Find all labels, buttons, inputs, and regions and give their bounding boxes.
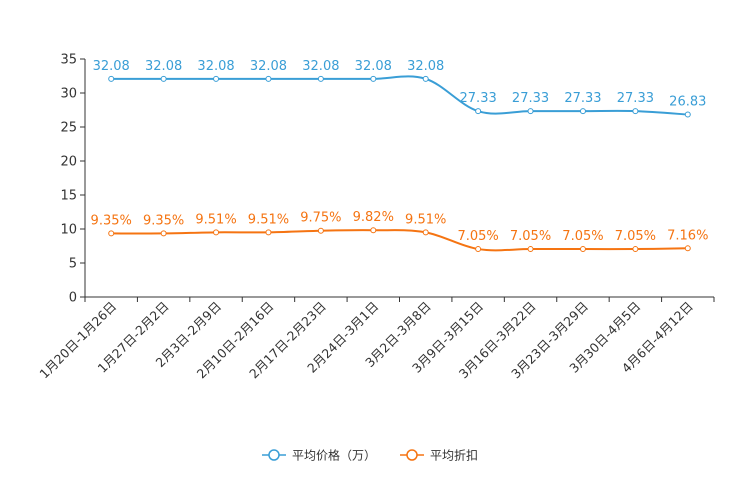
data-point[interactable]	[579, 246, 586, 253]
legend-marker-icon	[268, 449, 280, 461]
data-point[interactable]	[265, 75, 272, 82]
y-tick-label: 25	[60, 121, 77, 136]
data-label: 7.16%	[667, 228, 708, 243]
data-point[interactable]	[684, 245, 691, 252]
data-label: 7.05%	[510, 229, 551, 244]
data-point[interactable]	[475, 108, 482, 115]
y-axis: 0 5 10 15 20 25 30 35	[60, 53, 86, 306]
y-tick-label: 35	[60, 53, 77, 68]
data-point[interactable]	[213, 75, 220, 82]
data-point[interactable]	[265, 229, 272, 236]
data-point[interactable]	[317, 75, 324, 82]
data-label: 32.08	[355, 59, 392, 74]
data-point[interactable]	[108, 75, 115, 82]
y-tick-label: 5	[69, 257, 77, 272]
data-label: 27.33	[512, 91, 549, 106]
y-tick-label: 10	[60, 223, 77, 238]
data-point[interactable]	[527, 246, 534, 253]
data-point[interactable]	[160, 75, 167, 82]
data-label: 27.33	[617, 91, 654, 106]
data-label: 9.51%	[248, 212, 289, 227]
series-line	[111, 229, 688, 252]
data-label: 32.08	[407, 59, 444, 74]
data-point[interactable]	[213, 229, 220, 236]
series-0: 32.08 32.08 32.08 32.08 32.08 32.08 32.08 27.33…	[93, 59, 706, 118]
data-point[interactable]	[108, 230, 115, 237]
data-point[interactable]	[579, 108, 586, 115]
data-label: 7.05%	[615, 229, 656, 244]
data-point[interactable]	[632, 246, 639, 253]
legend-marker-icon	[406, 449, 418, 461]
data-label: 9.35%	[143, 213, 184, 228]
data-label: 7.05%	[562, 229, 603, 244]
data-label: 9.51%	[195, 212, 236, 227]
data-point[interactable]	[370, 227, 377, 234]
data-label: 26.83	[669, 95, 706, 110]
data-label: 27.33	[460, 91, 497, 106]
series-1: 9.35% 9.35% 9.51% 9.51% 9.75% 9.82% 9.51% 7.05%…	[91, 210, 708, 253]
data-point[interactable]	[317, 227, 324, 234]
y-tick-label: 15	[60, 189, 77, 204]
data-label: 9.35%	[91, 213, 132, 228]
data-label: 9.75%	[300, 211, 341, 226]
data-point[interactable]	[632, 108, 639, 115]
y-tick-label: 0	[69, 291, 77, 306]
data-label: 7.05%	[457, 229, 498, 244]
series-line	[111, 75, 688, 116]
data-point[interactable]	[422, 229, 429, 236]
legend-label: 平均价格（万）	[292, 448, 376, 463]
legend-item-1[interactable]: 平均折扣	[400, 448, 478, 463]
data-label: 32.08	[145, 59, 182, 74]
data-point[interactable]	[527, 108, 534, 115]
x-axis: 1月20日-1月26日1月27日-2月2日2月3日-2月9日2月10日-2月16…	[36, 296, 715, 381]
data-label: 27.33	[564, 91, 601, 106]
legend-item-0[interactable]: 平均价格（万）	[262, 448, 376, 463]
data-point[interactable]	[684, 111, 691, 118]
data-point[interactable]	[422, 75, 429, 82]
data-label: 32.08	[197, 59, 234, 74]
y-tick-label: 20	[60, 155, 77, 170]
data-label: 32.08	[93, 59, 130, 74]
legend-label: 平均折扣	[430, 448, 478, 463]
data-label: 32.08	[250, 59, 287, 74]
series-layer: 32.08 32.08 32.08 32.08 32.08 32.08 32.08 27.33…	[91, 59, 708, 253]
data-point[interactable]	[160, 230, 167, 237]
data-label: 32.08	[302, 59, 339, 74]
data-point[interactable]	[475, 246, 482, 253]
data-label: 9.51%	[405, 212, 446, 227]
data-point[interactable]	[370, 75, 377, 82]
legend[interactable]: 平均价格（万） 平均折扣	[262, 448, 478, 463]
data-label: 9.82%	[353, 210, 394, 225]
y-tick-label: 30	[60, 87, 77, 102]
